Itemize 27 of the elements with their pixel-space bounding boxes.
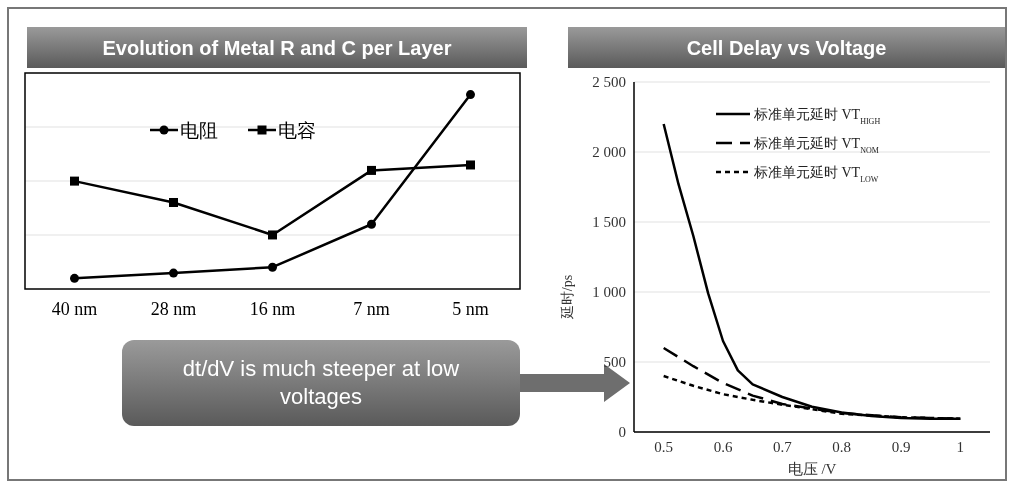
x-tick-label: 1 [956, 439, 965, 455]
x-tick-label: 16 nm [249, 299, 296, 319]
y-tick-label: 2 000 [592, 144, 626, 160]
x-tick-label: 28 nm [150, 299, 197, 319]
y-axis-title: 延时/ps [560, 274, 575, 321]
y-tick-label: 1 000 [592, 284, 626, 300]
x-axis-title: 电压 /V [787, 461, 837, 477]
legend-label: 标准单元延时 VT$_{NOM}$ [753, 136, 879, 155]
chart-title: Cell Delay vs Voltage [686, 36, 887, 59]
legend-label: 电容 [278, 120, 316, 141]
y-tick-label: 500 [603, 354, 626, 370]
x-tick-label: 40 nm [51, 299, 98, 319]
y-tick-label: 0 [618, 424, 626, 440]
y-tick-label: 1 500 [592, 214, 626, 230]
legend-label: 标准单元延时 VT$_{LOW}$ [753, 165, 879, 184]
x-tick-label: 0.6 [713, 439, 733, 455]
x-tick-label: 0.7 [772, 439, 793, 455]
y-tick-label: 2 500 [592, 74, 626, 90]
x-tick-label: 0.9 [891, 439, 911, 455]
legend-label: 电阻 [180, 120, 218, 141]
x-tick-label: 7 nm [353, 299, 390, 319]
chart-title: Evolution of Metal R and C per Layer [102, 36, 452, 59]
x-tick-label: 0.5 [654, 439, 674, 455]
x-tick-label: 0.8 [832, 439, 852, 455]
legend-label: 标准单元延时 VT$_{HIGH}$ [753, 107, 881, 126]
text: dt/dV is much steeper at low voltages [182, 356, 460, 409]
x-tick-label: 5 nm [452, 299, 489, 319]
